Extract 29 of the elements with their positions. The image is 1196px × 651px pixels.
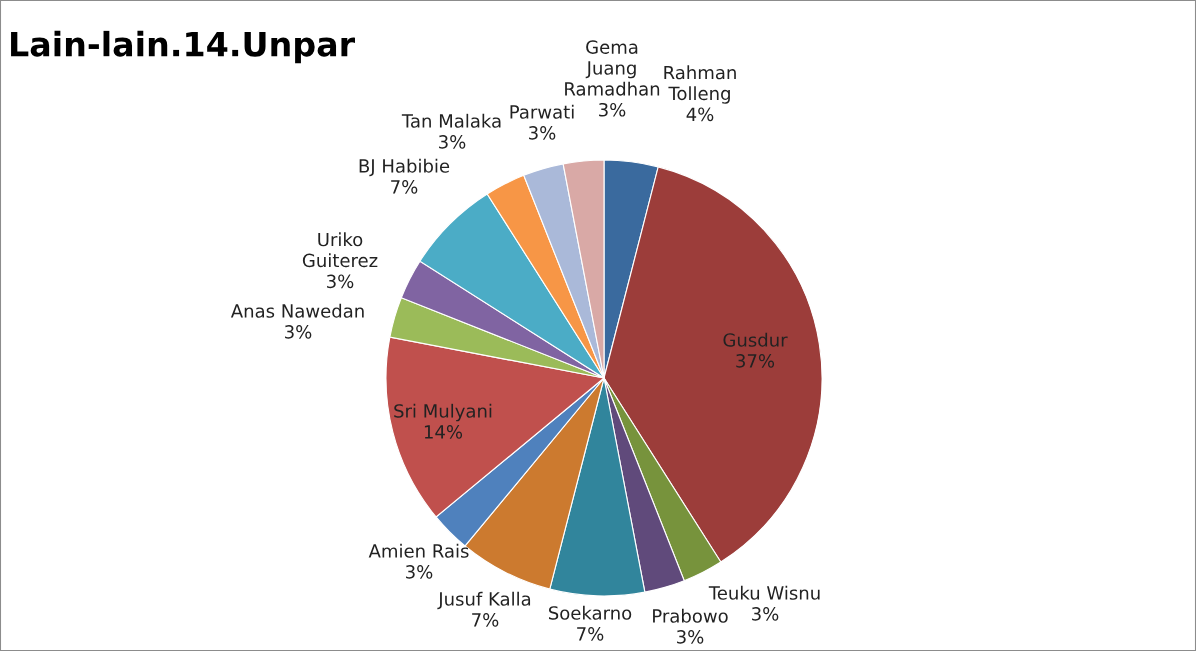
slice-label: Parwati — [510, 104, 574, 119]
slice-label: Teuku Wisnu — [708, 585, 820, 600]
data-label: 3% — [285, 325, 312, 339]
slice-label: BJ Habibie — [359, 158, 450, 177]
data-label: 4% — [686, 107, 714, 122]
data-label: 3% — [439, 135, 466, 149]
slice-label: Tan Malaka — [401, 113, 501, 128]
data-label: 14% — [424, 425, 463, 439]
slice-label: Anas Nawedan — [230, 303, 364, 318]
data-label: 3% — [677, 630, 704, 644]
slice-label: Gema Juang Ramadhan — [565, 40, 660, 96]
data-label: 3% — [406, 565, 433, 579]
data-label: 37% — [736, 354, 775, 368]
slice-label: Uriko Guiterez — [302, 232, 378, 268]
slice-label: Rahman Tolleng — [664, 65, 736, 104]
data-label: 3% — [599, 102, 626, 117]
slice-label: Prabowo — [653, 608, 728, 623]
slice-label: Soekarno — [548, 605, 632, 620]
slice-label: Amien Rais — [368, 543, 469, 558]
data-label: 7% — [577, 627, 604, 641]
data-label: 7% — [391, 180, 418, 194]
slice-label: Gusdur — [723, 332, 788, 347]
data-label: 7% — [472, 613, 499, 627]
slice-label: Sri Mulyani — [394, 403, 492, 422]
data-label: 3% — [327, 274, 354, 289]
data-label: 3% — [752, 607, 779, 621]
data-label: 3% — [529, 126, 556, 140]
slice-label: Jusuf Kalla — [437, 591, 531, 610]
chart-title: Lain-lain.14.Unpar — [11, 30, 356, 64]
